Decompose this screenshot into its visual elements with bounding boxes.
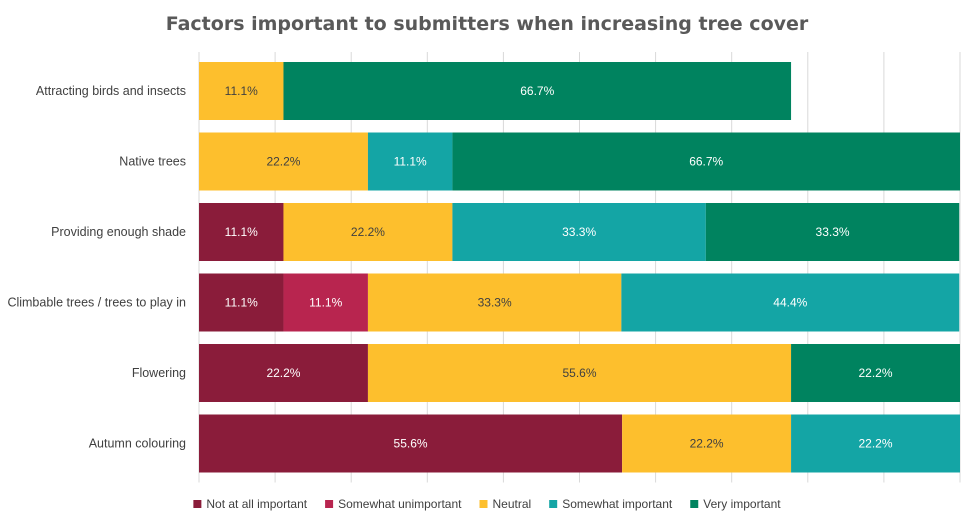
bar-very-important [791, 344, 960, 402]
legend-swatch [193, 500, 202, 508]
legend-item: Somewhat unimportant [325, 497, 462, 511]
bar-neutral [283, 203, 453, 261]
data-label: 55.6% [394, 437, 428, 451]
legend-item: Neutral [479, 497, 532, 511]
bar-very-important [452, 132, 960, 191]
data-label: 33.3% [816, 225, 850, 239]
data-label: 22.2% [859, 437, 893, 451]
legend-item: Not at all important [193, 497, 308, 511]
chart-title: Factors important to submitters when inc… [166, 13, 809, 35]
legend-label: Neutral [493, 497, 532, 511]
data-label: 33.3% [478, 296, 512, 310]
data-label: 22.2% [266, 366, 300, 380]
legend-label: Very important [703, 497, 781, 511]
legend-swatch [479, 500, 488, 508]
data-label: 11.1% [225, 296, 258, 310]
bar-somewhat-important [621, 273, 960, 332]
legend-swatch [549, 500, 558, 508]
legend: Not at all important Somewhat unimportant… [193, 497, 781, 511]
data-label: 66.7% [520, 84, 554, 98]
bar-not-at-all-important [199, 273, 284, 332]
category-label: Native trees [119, 155, 186, 169]
data-label: 11.1% [225, 225, 258, 239]
legend-swatch [690, 500, 699, 508]
legend-label: Somewhat unimportant [338, 497, 462, 511]
legend-label: Not at all important [206, 497, 307, 511]
data-label: 44.4% [773, 296, 807, 310]
bar-somewhat-unimportant [283, 273, 368, 332]
category-label: Climbable trees / trees to play in [7, 296, 186, 310]
data-label: 22.2% [690, 437, 724, 451]
data-label: 22.2% [859, 366, 893, 380]
bar-neutral [367, 344, 792, 402]
legend-item: Somewhat important [549, 497, 673, 511]
bars: 11.1% 66.7% 22.2% 11.1% 66.7% 11.1% 22.2% 33.3%… [199, 62, 960, 473]
bar-somewhat-important [452, 203, 706, 261]
data-label: 55.6% [562, 366, 596, 380]
category-label: Attracting birds and insects [36, 84, 186, 98]
bar-not-at-all-important [199, 344, 368, 402]
category-label: Autumn colouring [89, 437, 186, 451]
bar-neutral [622, 414, 792, 473]
bar-somewhat-important [367, 132, 453, 191]
data-label: 11.1% [394, 155, 427, 169]
category-label: Flowering [132, 366, 186, 380]
bar-somewhat-important [791, 414, 960, 473]
data-label: 11.1% [309, 296, 342, 310]
data-label: 66.7% [689, 155, 723, 169]
category-labels: Attracting birds and insects Native trees… [7, 84, 186, 451]
bar-neutral [367, 273, 622, 332]
bar-very-important [705, 203, 960, 261]
gridlines [198, 52, 961, 483]
legend-item: Very important [690, 497, 781, 511]
data-label: 22.2% [266, 155, 300, 169]
category-label: Providing enough shade [51, 225, 186, 239]
legend-label: Somewhat important [562, 497, 673, 511]
bar-very-important [283, 62, 792, 120]
data-label: 11.1% [225, 84, 258, 98]
bar-not-at-all-important [199, 414, 623, 473]
bar-neutral [199, 132, 368, 191]
data-label: 22.2% [351, 225, 385, 239]
bar-neutral [199, 62, 284, 120]
legend-swatch [325, 500, 334, 508]
data-label: 33.3% [562, 225, 596, 239]
bar-not-at-all-important [199, 203, 284, 261]
